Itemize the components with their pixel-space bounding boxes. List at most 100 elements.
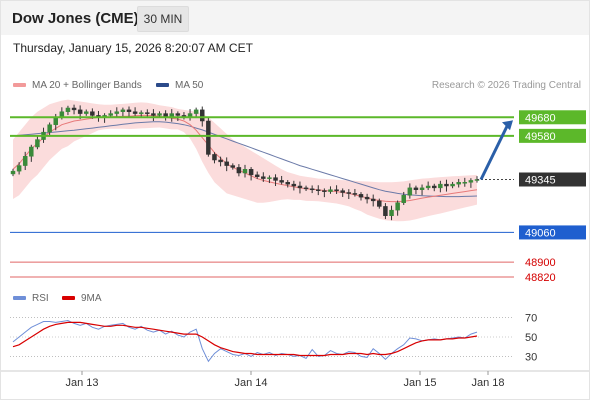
candle-up [462, 182, 468, 184]
candle-up [267, 177, 272, 179]
candle [151, 109, 156, 121]
candle-up [22, 156, 28, 166]
candle [425, 181, 431, 191]
candle-up [468, 180, 474, 183]
candle-up [419, 187, 425, 190]
candle [84, 109, 89, 116]
instrument-title: Dow Jones (CME) [12, 10, 139, 27]
rsi-line [12, 319, 478, 363]
candle-down [297, 185, 303, 189]
candle-down [248, 169, 254, 176]
candle [328, 186, 333, 194]
candle-down [261, 176, 266, 179]
candle [456, 178, 461, 188]
candle-up [407, 187, 413, 196]
candle [35, 136, 40, 150]
candle [413, 185, 419, 195]
candle-down [71, 107, 77, 111]
candle-down [444, 183, 449, 187]
legend-9ma: 9MA [62, 293, 102, 304]
x-tick-label: Jan 18 [471, 377, 504, 389]
candle-down [236, 167, 242, 174]
candle [364, 193, 370, 204]
candle [303, 185, 309, 192]
candle-down [309, 188, 315, 191]
candle [218, 156, 223, 167]
candle-up [456, 182, 461, 185]
candle [242, 164, 248, 178]
candle [248, 167, 254, 181]
candle-down [132, 111, 138, 114]
rsi-tick-label: 30 [525, 351, 537, 363]
candle [65, 105, 71, 116]
candle-up [35, 139, 40, 148]
candle [254, 171, 260, 179]
candle-down [206, 120, 211, 155]
candle-down [279, 180, 284, 183]
candle-down [175, 113, 181, 116]
ma-bb-swatch-icon [13, 83, 26, 88]
candle [120, 107, 126, 117]
candle [10, 168, 16, 177]
candle-down [370, 198, 376, 202]
candle [419, 184, 425, 196]
candle [309, 185, 315, 194]
candle [377, 198, 382, 209]
candle-up [389, 209, 394, 216]
legend-ma-bb-label: MA 20 + Bollinger Bands [32, 80, 142, 91]
candle [438, 180, 443, 193]
candle-down [90, 111, 95, 116]
lower-support-label: 48900 [525, 257, 556, 269]
candle-down [377, 200, 382, 207]
candle [22, 151, 28, 171]
candle [358, 192, 364, 201]
candle [236, 164, 242, 177]
candle-down [291, 183, 297, 187]
candle-down [303, 187, 309, 190]
legend-ma50: MA 50 [156, 80, 203, 91]
candle-up [425, 185, 431, 189]
candle [71, 104, 77, 115]
candle [322, 188, 327, 198]
candle-down [212, 154, 217, 161]
candle-up [450, 183, 455, 187]
candle [340, 188, 345, 197]
candle-up [120, 109, 126, 112]
candle-up [10, 170, 16, 175]
candle-up [401, 195, 406, 203]
candle [444, 179, 449, 192]
candle-down [273, 177, 278, 181]
candle [316, 185, 321, 196]
candle-up [328, 189, 333, 192]
candle [47, 122, 52, 137]
candle-down [126, 109, 132, 112]
candle [450, 181, 455, 189]
candle-down [432, 185, 437, 189]
ma50-line [12, 121, 478, 198]
timeframe-button[interactable]: 30 MIN [137, 6, 189, 32]
candle [16, 162, 22, 175]
candle-up [29, 146, 34, 157]
candle [285, 180, 290, 188]
legend-9ma-label: 9MA [81, 293, 102, 304]
candle-up [395, 202, 400, 211]
ma50-swatch-icon [156, 83, 169, 88]
legend-rsi: RSI [13, 293, 49, 304]
candle-down [254, 174, 260, 177]
candle [273, 174, 278, 186]
resistance-label: 49580 [525, 131, 556, 143]
datetime-label: Thursday, January 15, 2026 8:20:07 AM CE… [13, 41, 253, 55]
resistance-label: 49680 [525, 112, 556, 124]
candle [291, 180, 297, 191]
candle [395, 200, 400, 216]
candle-up [65, 107, 71, 112]
bollinger-band [13, 99, 477, 222]
candle-down [364, 196, 370, 200]
candle-up [108, 113, 113, 116]
candle [224, 157, 229, 172]
candle [212, 152, 217, 164]
rsi-tick-label: 50 [525, 332, 537, 344]
candle [468, 178, 474, 188]
candle-up [114, 111, 120, 114]
